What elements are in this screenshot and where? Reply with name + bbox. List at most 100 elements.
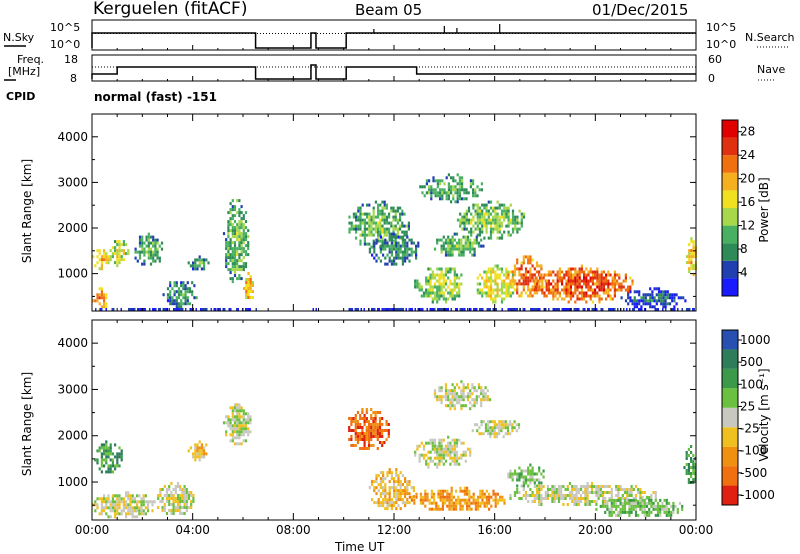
velocity-cell (484, 429, 488, 433)
power-cell (520, 294, 523, 298)
power-cell (692, 252, 695, 256)
power-cell (420, 308, 422, 311)
velocity-cell (540, 503, 543, 506)
velocity-cell (131, 509, 134, 513)
velocity-cell (555, 494, 558, 497)
velocity-cell (487, 429, 490, 433)
velocity-cell (370, 423, 373, 426)
velocity-cell (441, 501, 444, 505)
power-cell (580, 264, 583, 268)
velocity-cell (648, 513, 651, 517)
power-cell (352, 224, 355, 228)
velocity-cell (466, 489, 469, 493)
power-cell (107, 255, 110, 259)
power-cell (158, 256, 161, 260)
power-cell (103, 302, 106, 306)
velocity-cell (185, 503, 188, 506)
power-cell (246, 308, 248, 311)
velocity-cell (187, 497, 191, 500)
power-cell (572, 282, 575, 286)
power-cell (633, 305, 636, 309)
power-cell (569, 294, 572, 298)
power-cell (141, 235, 144, 239)
velocity-cell (481, 489, 484, 493)
power-cell (244, 232, 248, 236)
power-cell (447, 308, 449, 311)
velocity-cell (138, 494, 141, 498)
power-cell (381, 239, 384, 243)
velocity-cell (386, 507, 389, 511)
velocity-cell (601, 485, 605, 488)
power-cell (465, 209, 468, 213)
velocity-cell (446, 504, 449, 508)
velocity-cell (433, 501, 436, 505)
velocity-cell (439, 492, 442, 496)
velocity-cell (183, 494, 186, 497)
velocity-cell (470, 507, 473, 511)
power-cell (229, 268, 232, 272)
power-cell (107, 258, 110, 262)
power-cell (453, 297, 456, 301)
power-cell (406, 235, 409, 239)
power-cell (98, 252, 101, 256)
power-cell (429, 285, 432, 289)
velocity-cell (634, 507, 638, 511)
power-cell (194, 264, 197, 268)
power-cell (509, 291, 512, 295)
power-cell (668, 296, 672, 300)
velocity-cell (588, 491, 591, 494)
power-cell (633, 296, 636, 300)
power-cell (438, 291, 441, 295)
velocity-cell (161, 497, 164, 500)
velocity-cell (492, 489, 495, 493)
velocity-cell (397, 495, 400, 499)
velocity-cell (406, 480, 409, 484)
velocity-cell (630, 485, 633, 488)
velocity-cell (231, 427, 234, 431)
velocity-cell (196, 449, 199, 453)
power-cell (386, 244, 389, 248)
power-cell (175, 299, 178, 303)
power-cell (401, 238, 404, 242)
power-cell (572, 267, 575, 271)
velocity-cell (692, 460, 695, 463)
power-cell (177, 293, 181, 297)
power-cell (690, 240, 693, 244)
power-cell (690, 237, 693, 241)
power-colorbar-tick-label: 16 (740, 195, 755, 209)
power-cell (453, 285, 456, 289)
power-cell (475, 238, 478, 242)
power-cell (384, 308, 386, 311)
power-cell (576, 308, 578, 311)
power-cell (587, 270, 590, 274)
velocity-cell (350, 444, 353, 447)
velocity-cell (650, 498, 653, 502)
power-cell (567, 282, 570, 286)
power-cell (359, 209, 362, 213)
velocity-cell (367, 432, 371, 435)
velocity-cell (634, 497, 638, 500)
power-cell (587, 285, 590, 289)
velocity-cell (498, 426, 501, 430)
power-cell (692, 255, 695, 259)
velocity-cell (107, 446, 110, 450)
power-cell (690, 249, 693, 253)
power-cell (383, 212, 386, 216)
velocity-cell (650, 510, 653, 514)
power-cell (383, 215, 386, 219)
nave-tick-top: 60 (708, 53, 722, 66)
velocity-cell (129, 506, 132, 510)
velocity-cell (430, 492, 433, 496)
velocity-cell (533, 497, 536, 500)
power-cell (624, 273, 627, 277)
velocity-cell (96, 506, 99, 510)
power-cell (136, 259, 139, 263)
velocity-cell (599, 494, 602, 497)
power-cell (229, 244, 232, 248)
velocity-cell (564, 494, 567, 497)
power-cell (145, 250, 148, 254)
power-cell (626, 308, 628, 311)
power-cell (524, 279, 528, 283)
power-cell (473, 250, 476, 254)
velocity-cell (538, 500, 541, 503)
